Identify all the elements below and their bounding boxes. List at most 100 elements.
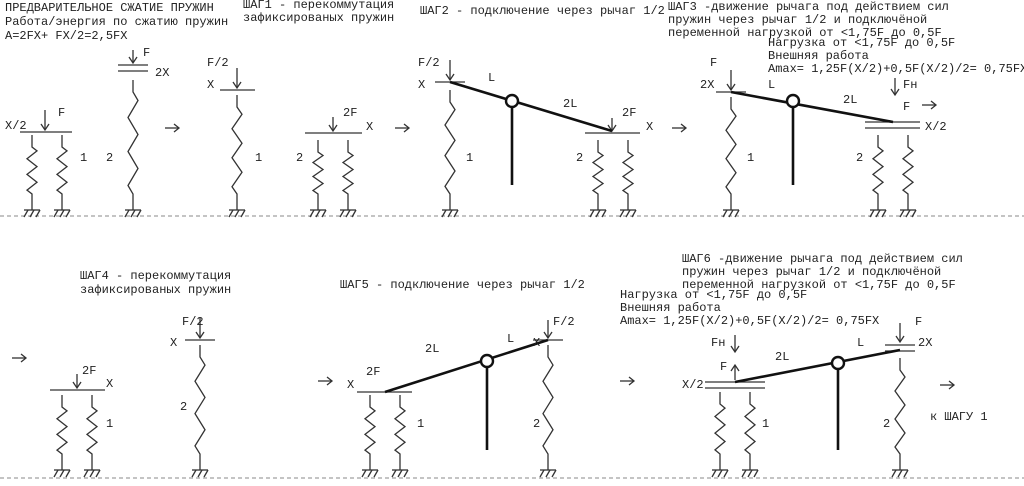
label: 2 <box>856 151 863 165</box>
spring <box>743 392 757 470</box>
line <box>29 209 35 218</box>
line <box>717 469 723 478</box>
lever <box>384 338 549 394</box>
line <box>625 209 631 218</box>
line <box>403 469 409 478</box>
step-title: Работа/энергия по сжатию пружин <box>5 15 228 29</box>
step-title: ПРЕДВАРИТЕЛЬНОЕ СЖАТИЕ ПРУЖИН <box>5 1 214 15</box>
label: X <box>106 377 113 391</box>
label: 2L <box>843 93 857 107</box>
line <box>728 209 734 218</box>
line <box>601 209 607 218</box>
line <box>203 469 209 478</box>
line <box>391 469 397 478</box>
arrow-head <box>232 81 242 90</box>
pivot <box>504 93 520 109</box>
line <box>234 209 240 218</box>
label: X/2 <box>5 119 27 133</box>
step-title: ШАГ5 - подключение через рычаг 1/2 <box>340 278 585 292</box>
spring <box>713 392 727 470</box>
arrow-head <box>730 345 740 354</box>
line <box>741 469 747 478</box>
label: 2L <box>775 350 789 364</box>
line <box>124 209 130 218</box>
label: Fн <box>903 78 917 92</box>
footer-note: к ШАГУ 1 <box>930 410 988 424</box>
line <box>595 209 601 218</box>
label: 2X <box>918 336 932 350</box>
spring <box>25 135 39 210</box>
step-title: зафиксированых пружин <box>80 283 231 297</box>
label: F <box>903 100 910 114</box>
label: F/2 <box>418 56 440 70</box>
label: 1 <box>80 151 87 165</box>
spring <box>341 140 355 210</box>
line <box>136 209 142 218</box>
step-title: зафиксированых пружин <box>243 11 394 25</box>
label: 2L <box>563 97 577 111</box>
pivot <box>479 353 495 369</box>
arrow-head <box>20 353 28 363</box>
line <box>59 209 65 218</box>
line <box>753 469 759 478</box>
label: 2 <box>106 151 113 165</box>
line <box>539 469 545 478</box>
line <box>321 209 327 218</box>
line <box>722 209 728 218</box>
label: F/2 <box>182 315 204 329</box>
line <box>899 209 905 218</box>
note: Amax= 1,25F(X/2)+0,5F(X/2)/2= 0,75FX <box>768 62 1024 76</box>
label: 2 <box>180 400 187 414</box>
note: Внешняя работа <box>620 301 721 315</box>
line <box>545 469 551 478</box>
line <box>35 209 41 218</box>
label: 1 <box>466 151 473 165</box>
arrow-head <box>890 88 900 97</box>
line <box>891 469 897 478</box>
label: L <box>488 71 495 85</box>
arrow-head <box>326 376 334 386</box>
line <box>228 209 234 218</box>
label: 2 <box>533 417 540 431</box>
label: 1 <box>417 417 424 431</box>
line <box>367 469 373 478</box>
label: 1 <box>255 151 262 165</box>
line <box>723 469 729 478</box>
arrow-head <box>328 124 338 133</box>
line <box>619 209 625 218</box>
step-title: переменной нагрузкой от <1,75F до 0,5F <box>668 26 942 40</box>
label: 2X <box>155 66 169 80</box>
line <box>191 469 197 478</box>
arrow-head <box>895 335 905 344</box>
label: L <box>768 78 775 92</box>
arrow-head <box>445 73 455 82</box>
label: F <box>143 46 150 60</box>
line <box>631 209 637 218</box>
label: 1 <box>762 417 769 431</box>
line <box>441 209 447 218</box>
label: L <box>857 336 864 350</box>
spring <box>444 90 456 210</box>
spring <box>901 135 915 210</box>
arrow-head <box>195 331 205 340</box>
step-title: ШАГ1 - перекоммутация <box>243 0 394 12</box>
line <box>589 209 595 218</box>
step-title: пружин через рычаг 1/2 и подключёной <box>668 13 927 27</box>
line <box>881 209 887 218</box>
spring <box>194 345 206 470</box>
label: X/2 <box>925 120 947 134</box>
spring <box>85 395 99 470</box>
label: F/2 <box>553 315 575 329</box>
arrow-head <box>628 376 636 386</box>
arrow-head <box>930 100 938 110</box>
label: 2 <box>883 417 890 431</box>
arrow-head <box>173 123 181 133</box>
label: L <box>507 332 514 346</box>
arrow-head <box>403 123 411 133</box>
step-title: пружин через рычаг 1/2 и подключёной <box>682 265 941 279</box>
step-title: ШАГ2 - подключение через рычаг 1/2 <box>420 4 665 18</box>
spring <box>363 395 377 470</box>
lever <box>449 80 613 133</box>
spring <box>894 358 906 470</box>
